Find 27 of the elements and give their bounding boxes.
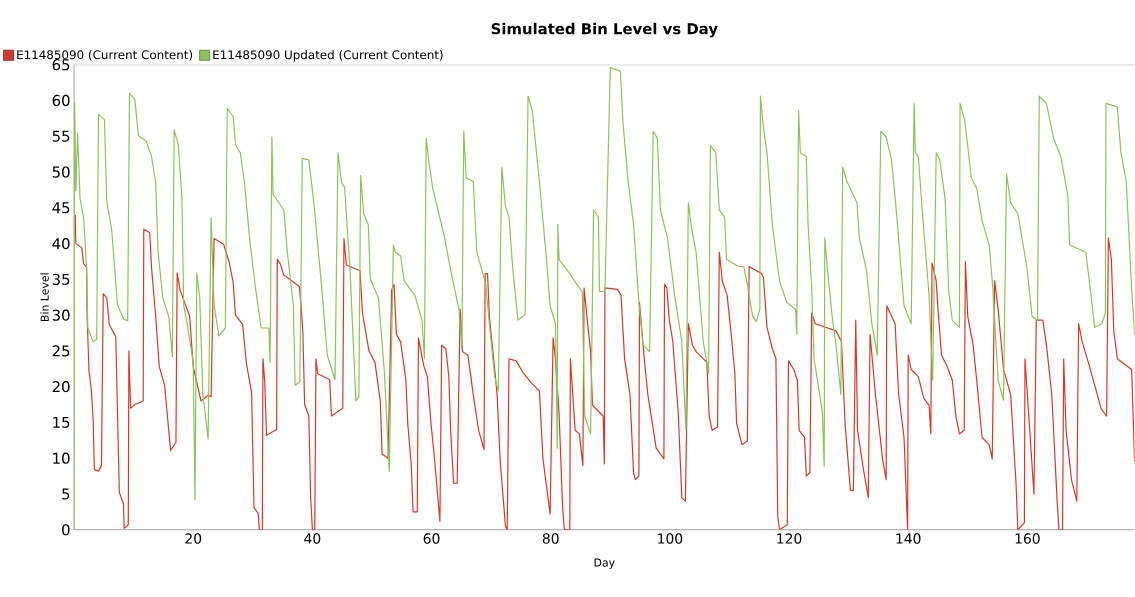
x-tick-label: 120 — [777, 533, 802, 544]
x-axis-title: Day — [594, 558, 615, 569]
y-tick-label: 30 — [52, 309, 70, 321]
y-tick-label: 5 — [62, 488, 70, 500]
y-tick-label: 60 — [52, 94, 70, 106]
y-tick-label: 15 — [53, 416, 70, 428]
y-tick-label: 65 — [52, 58, 70, 71]
y-axis-title: Bin Level — [40, 273, 49, 321]
x-tick-label: 60 — [423, 533, 440, 544]
y-tick-label: 35 — [52, 273, 70, 285]
x-tick-label: 40 — [304, 533, 321, 544]
x-tick-label: 140 — [896, 533, 921, 544]
y-tick-label: 45 — [52, 202, 70, 214]
y-tick-label: 20 — [52, 380, 70, 393]
y-tick-label: 25 — [52, 345, 70, 357]
x-tick-label: 80 — [542, 533, 559, 544]
chart-title: Simulated Bin Level vs Day — [491, 22, 718, 38]
legend-label: E11485090 Updated (Current Content) — [213, 49, 443, 62]
y-tick-label: 50 — [52, 166, 70, 178]
y-tick-label: 40 — [52, 237, 70, 249]
x-tick-label: 100 — [658, 533, 683, 544]
legend-label: E11485090 (Current Content) — [17, 49, 193, 61]
x-tick-label: 160 — [1015, 533, 1040, 544]
y-tick-label: 55 — [52, 130, 70, 142]
x-tick-label: 20 — [185, 533, 202, 544]
y-tick-label: 10 — [53, 452, 70, 464]
y-tick-label: 0 — [62, 523, 70, 536]
